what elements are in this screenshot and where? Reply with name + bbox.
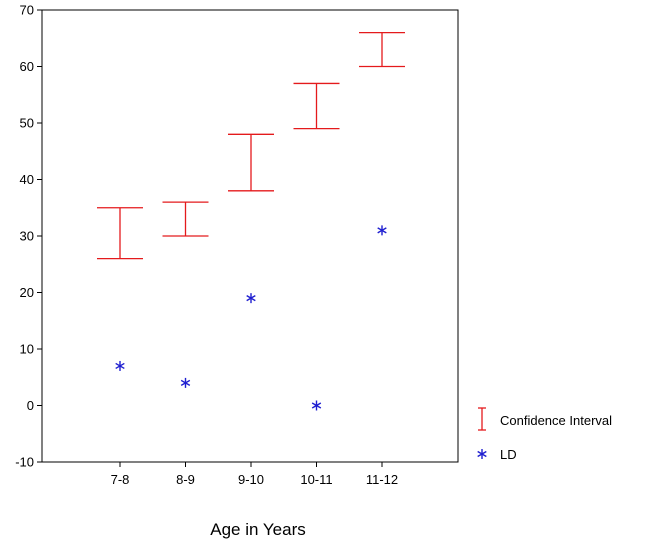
confidence-interval-bar — [228, 134, 274, 191]
legend-entry-ld: LD — [478, 447, 517, 462]
confidence-interval-bar — [97, 208, 143, 259]
ld-point — [116, 361, 125, 371]
confidence-interval-bar — [359, 33, 405, 67]
confidence-interval-bar — [294, 83, 340, 128]
y-axis: -10 0 10 20 30 40 50 60 70 — [15, 3, 42, 470]
ld-point — [312, 401, 321, 411]
y-tick-label: 10 — [20, 342, 34, 357]
legend-marker — [478, 449, 487, 459]
confidence-interval-series — [97, 33, 405, 259]
x-axis-title: Age in Years — [210, 520, 305, 539]
y-tick-label: 50 — [20, 116, 34, 131]
x-tick-label: 8-9 — [176, 472, 195, 487]
plot-area — [42, 10, 458, 462]
plot-frame — [42, 10, 458, 462]
legend-entry-confidence-interval: Confidence Interval — [478, 408, 612, 430]
ld-series — [116, 225, 387, 410]
legend: Confidence Interval LD — [478, 408, 612, 462]
y-tick-label: 30 — [20, 229, 34, 244]
y-tick-label: -10 — [15, 455, 34, 470]
x-tick-label: 9-10 — [238, 472, 264, 487]
legend-label: LD — [500, 447, 517, 462]
y-tick-label: 20 — [20, 285, 34, 300]
x-tick-label: 7-8 — [111, 472, 130, 487]
y-tick-label: 70 — [20, 3, 34, 18]
y-tick-label: 40 — [20, 172, 34, 187]
y-tick-label: 0 — [27, 398, 34, 413]
x-tick-label: 10-11 — [300, 472, 332, 487]
ld-point — [247, 293, 256, 303]
confidence-interval-bar — [163, 202, 209, 236]
x-axis: 7-8 8-9 9-10 10-11 11-12 — [111, 462, 399, 487]
ld-point — [181, 378, 190, 388]
ld-point — [378, 225, 387, 235]
legend-label: Confidence Interval — [500, 413, 612, 428]
y-tick-label: 60 — [20, 59, 34, 74]
x-tick-label: 11-12 — [366, 472, 398, 487]
